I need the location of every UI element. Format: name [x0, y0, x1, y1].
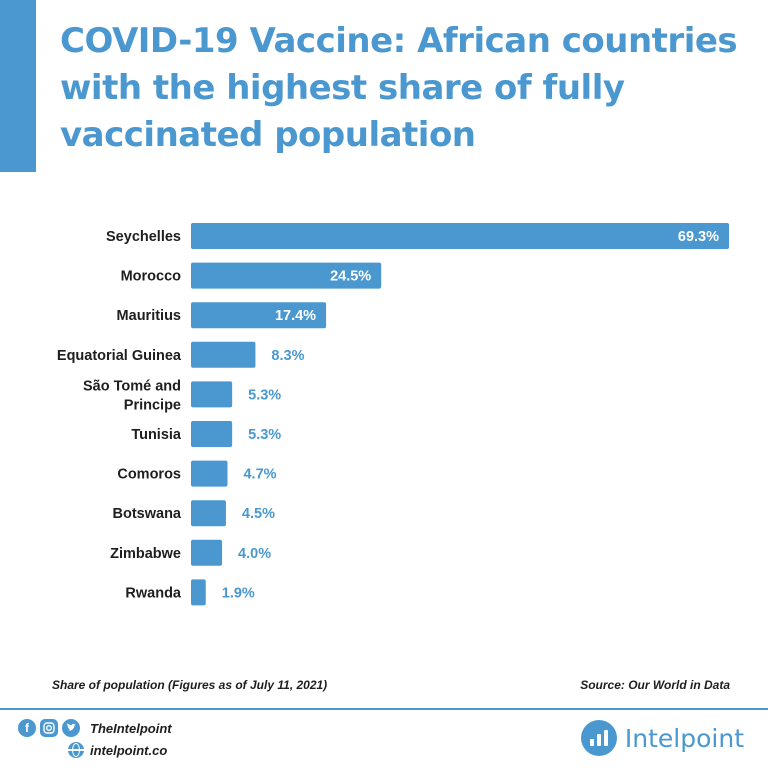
- data-label: 24.5%: [330, 269, 371, 285]
- bar: [191, 421, 233, 447]
- category-label: Comoros: [117, 467, 181, 483]
- data-label: 4.7%: [243, 467, 276, 483]
- data-label: 5.3%: [248, 387, 281, 403]
- category-label: Botswana: [113, 506, 182, 522]
- footer-divider: [0, 708, 768, 710]
- category-label: São Tomé and Principe: [83, 378, 181, 413]
- data-label: 4.0%: [238, 546, 271, 562]
- social-links: f TheIntelpoint: [18, 719, 172, 737]
- bar: [191, 262, 382, 289]
- data-label: 4.5%: [242, 506, 275, 522]
- twitter-icon[interactable]: [62, 719, 80, 737]
- social-handle[interactable]: TheIntelpoint: [90, 720, 172, 736]
- data-label: 8.3%: [271, 348, 304, 364]
- bar: [191, 381, 233, 408]
- category-label: Rwanda: [125, 585, 182, 601]
- bar: [191, 460, 228, 487]
- data-label: 5.3%: [248, 427, 281, 443]
- facebook-icon[interactable]: f: [18, 719, 36, 737]
- footnote-left: Share of population (Figures as of July …: [52, 678, 328, 692]
- bar: [191, 341, 256, 368]
- accent-bar: [0, 0, 36, 172]
- bar: [191, 539, 223, 566]
- website-url[interactable]: intelpoint.co: [90, 742, 168, 758]
- footnote-source: Source: Our World in Data: [580, 678, 730, 692]
- website-link: intelpoint.co: [68, 742, 167, 758]
- brand-name: Intelpoint: [624, 723, 744, 753]
- category-label: Equatorial Guinea: [57, 348, 182, 364]
- bar: [191, 302, 327, 329]
- data-label: 17.4%: [275, 308, 316, 324]
- data-label: 1.9%: [222, 585, 255, 601]
- data-label: 69.3%: [678, 229, 719, 245]
- category-label: Morocco: [121, 269, 182, 285]
- bar: [191, 223, 729, 249]
- bar-chart: Seychelles 69.3% Morocco 24.5% Mauritius 17.4…: [57, 223, 729, 606]
- globe-icon: [68, 742, 84, 758]
- category-label: Zimbabwe: [110, 546, 181, 562]
- bar: [191, 579, 206, 606]
- chart-title: COVID-19 Vaccine: African countries with…: [60, 21, 738, 155]
- brand-logo: Intelpoint: [580, 720, 744, 756]
- bar: [191, 500, 226, 527]
- category-label: Tunisia: [131, 427, 182, 443]
- instagram-icon[interactable]: [40, 719, 58, 737]
- bar-chart-logo-icon: [580, 720, 617, 756]
- category-label: Seychelles: [106, 229, 181, 245]
- category-label: Mauritius: [117, 308, 181, 324]
